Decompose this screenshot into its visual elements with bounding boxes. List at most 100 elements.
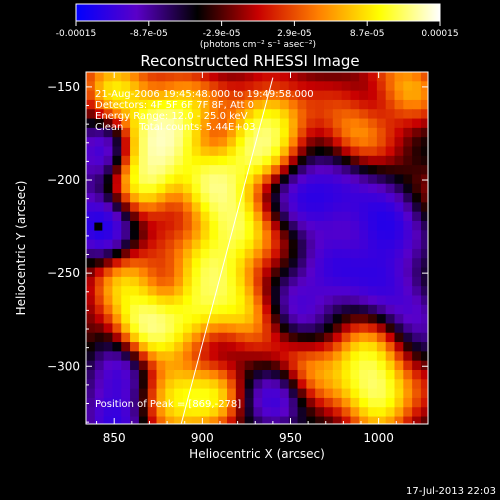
heatmap-cell <box>94 342 105 352</box>
heatmap-cell <box>376 267 387 278</box>
heatmap-cell <box>262 220 272 231</box>
heatmap-cell <box>394 230 404 241</box>
heatmap-cell <box>147 72 158 82</box>
heatmap-cell <box>218 360 228 371</box>
heatmap-cell <box>359 397 369 408</box>
heatmap-cell <box>235 146 246 157</box>
heatmap-cell <box>350 193 360 203</box>
heatmap-cell <box>165 248 175 259</box>
heatmap-cell <box>297 379 307 390</box>
heatmap-cell <box>182 407 193 418</box>
heatmap-cell <box>332 332 343 343</box>
heatmap-cell <box>112 155 122 166</box>
heatmap-cell <box>359 267 369 278</box>
heatmap-cell <box>103 99 114 110</box>
heatmap-cell <box>130 220 140 231</box>
heatmap-cell <box>385 248 396 259</box>
heatmap-cell <box>200 230 210 241</box>
heatmap-cell <box>315 183 325 194</box>
heatmap-cell <box>279 388 290 399</box>
heatmap-cell <box>420 239 428 250</box>
heatmap-cell <box>112 127 122 138</box>
heatmap-cell <box>103 351 114 362</box>
heatmap-cell <box>130 174 140 185</box>
heatmap-cell <box>412 174 422 185</box>
heatmap-cell <box>209 407 219 418</box>
heatmap-cell <box>279 127 290 138</box>
heatmap-cell <box>350 360 360 371</box>
heatmap-cell <box>209 99 219 110</box>
heatmap-cell <box>306 407 316 418</box>
heatmap-cell <box>253 397 263 408</box>
heatmap-cell <box>235 127 246 138</box>
heatmap-cell <box>315 351 325 362</box>
heatmap-cell <box>403 155 413 166</box>
heatmap-cell <box>271 183 281 194</box>
heatmap-cell <box>191 72 202 82</box>
heatmap-cell <box>218 90 228 101</box>
heatmap-cell <box>86 286 96 297</box>
heatmap-cell <box>138 379 149 390</box>
heatmap-cell <box>420 397 428 408</box>
heatmap-cell <box>323 146 334 157</box>
heatmap-cell <box>315 109 325 120</box>
heatmap-cell <box>103 239 114 250</box>
heatmap-cell <box>130 388 140 399</box>
heatmap-cell <box>121 239 131 250</box>
heatmap-cell <box>147 388 158 399</box>
heatmap-cell <box>138 304 149 315</box>
heatmap-cell <box>315 295 325 306</box>
heatmap-cell <box>227 183 237 194</box>
heatmap-cell <box>156 211 166 222</box>
heatmap-cell <box>165 183 175 194</box>
heatmap-cell <box>412 155 422 166</box>
heatmap-cell <box>200 127 210 138</box>
heatmap-cell <box>279 304 290 315</box>
heatmap-cell <box>191 127 202 138</box>
heatmap-cell <box>103 332 114 343</box>
heatmap-cell <box>200 258 210 269</box>
heatmap-cell <box>253 360 263 371</box>
heatmap-cell <box>385 99 396 110</box>
heatmap-cell <box>315 342 325 352</box>
heatmap-cell <box>147 202 158 213</box>
heatmap-cell <box>412 90 422 101</box>
heatmap-cell <box>288 193 299 203</box>
heatmap-cell <box>315 276 325 287</box>
heatmap-cell <box>271 258 281 269</box>
heatmap-cell <box>244 239 255 250</box>
heatmap-cell <box>191 397 202 408</box>
heatmap-cell <box>130 314 140 325</box>
heatmap-cell <box>297 230 307 241</box>
heatmap-cell <box>182 342 193 352</box>
heatmap-cell <box>394 81 404 92</box>
heatmap-cell <box>420 90 428 101</box>
heatmap-cell <box>394 146 404 157</box>
heatmap-cell <box>147 351 158 362</box>
heatmap-cell <box>323 230 334 241</box>
heatmap-cell <box>385 127 396 138</box>
heatmap-cell <box>103 202 114 213</box>
heatmap-cell <box>376 109 387 120</box>
heatmap-cell <box>182 155 193 166</box>
heatmap-cell <box>271 397 281 408</box>
heatmap-cell <box>350 230 360 241</box>
heatmap-cell <box>262 314 272 325</box>
heatmap-cell <box>227 369 237 380</box>
heatmap-cell <box>288 146 299 157</box>
heatmap-cell <box>253 369 263 380</box>
heatmap-cell <box>209 220 219 231</box>
heatmap-cell <box>174 118 184 129</box>
heatmap-cell <box>191 155 202 166</box>
heatmap-cell <box>182 323 193 334</box>
heatmap-cell <box>315 304 325 315</box>
heatmap-cell <box>209 146 219 157</box>
heatmap-cell <box>288 267 299 278</box>
heatmap-cell <box>130 202 140 213</box>
heatmap-cell <box>262 304 272 315</box>
heatmap-cell <box>323 174 334 185</box>
heatmap-cell <box>394 397 404 408</box>
heatmap-cell <box>350 332 360 343</box>
heatmap-cell <box>376 239 387 250</box>
heatmap-cell <box>138 407 149 418</box>
